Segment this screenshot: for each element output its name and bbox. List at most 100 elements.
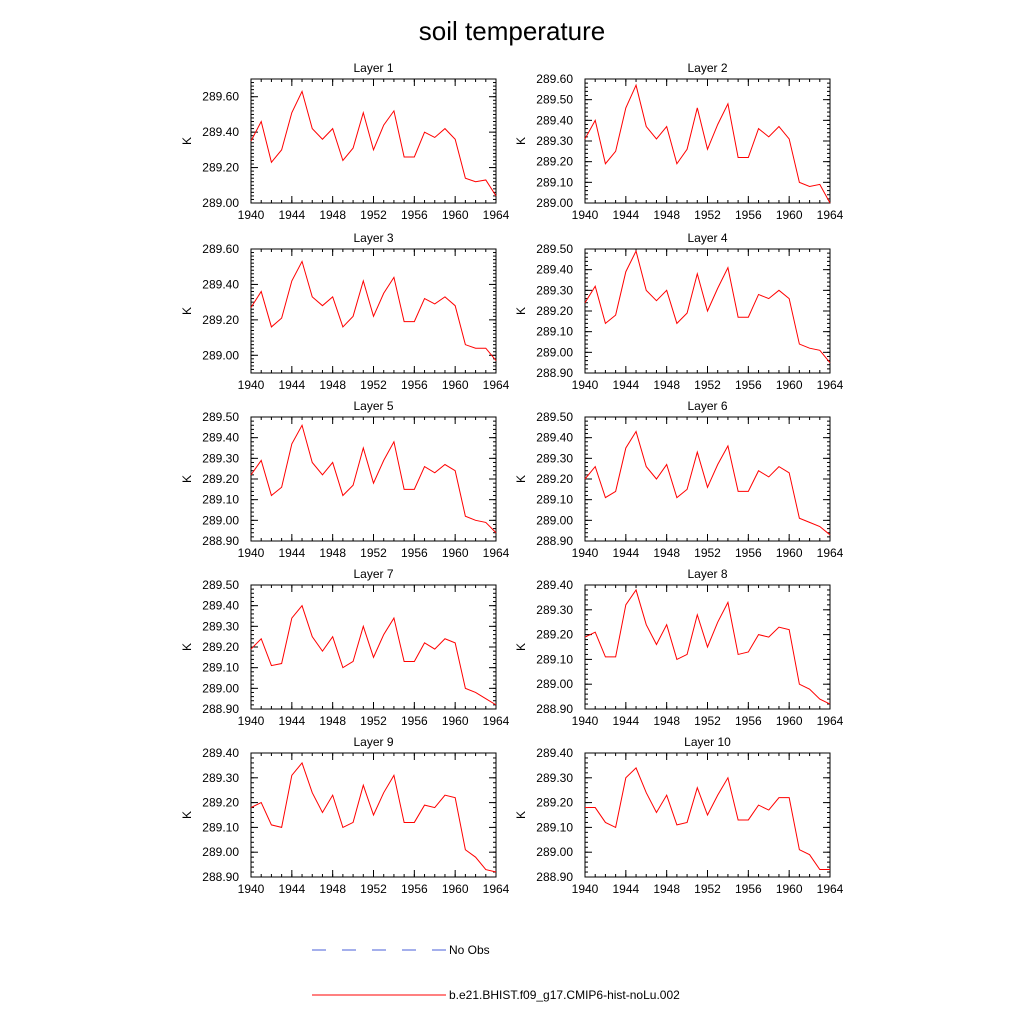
x-tick-label: 1948 [653, 882, 680, 896]
x-tick-label: 1952 [694, 714, 721, 728]
y-axis-label: K [514, 307, 528, 315]
x-tick-label: 1956 [735, 378, 762, 392]
y-tick-label: 289.50 [536, 242, 573, 256]
x-tick-label: 1956 [401, 546, 428, 560]
y-tick-label: 289.00 [202, 513, 239, 527]
y-tick-label: 289.40 [536, 113, 573, 127]
x-tick-label: 1944 [612, 882, 639, 896]
x-tick-label: 1956 [401, 208, 428, 222]
x-tick-label: 1952 [360, 714, 387, 728]
y-tick-label: 289.30 [536, 283, 573, 297]
y-axis-label: K [514, 811, 528, 819]
panel-title: Layer 2 [687, 61, 727, 75]
y-tick-label: 289.00 [202, 196, 239, 210]
y-tick-label: 289.00 [202, 681, 239, 695]
y-tick-label: 289.50 [536, 410, 573, 424]
x-tick-label: 1960 [442, 378, 469, 392]
y-tick-label: 289.10 [536, 493, 573, 507]
legend-label-no-obs: No Obs [449, 943, 490, 957]
x-tick-label: 1940 [238, 882, 265, 896]
panel-title: Layer 4 [687, 231, 727, 245]
y-axis-label: K [180, 811, 194, 819]
x-tick-label: 1964 [483, 378, 510, 392]
x-tick-label: 1952 [694, 546, 721, 560]
y-tick-label: 289.00 [202, 348, 239, 362]
x-tick-label: 1956 [401, 882, 428, 896]
y-tick-label: 289.10 [536, 325, 573, 339]
x-tick-label: 1960 [442, 714, 469, 728]
x-tick-label: 1960 [776, 208, 803, 222]
panel-layer-10: Layer 10 K 1940 1944 1948 1952 1956 1960 1964 288… [514, 735, 844, 896]
x-tick-label: 1960 [442, 546, 469, 560]
x-tick-label: 1964 [817, 378, 844, 392]
y-tick-label: 289.30 [202, 619, 239, 633]
x-tick-label: 1944 [278, 714, 305, 728]
plot-frame [584, 416, 831, 542]
y-tick-label: 289.20 [202, 640, 239, 654]
series-line [250, 260, 497, 361]
panel-layer-8: Layer 8 K 1940 1944 1948 1952 1956 1960 1964 288.… [514, 567, 844, 728]
x-tick-label: 1964 [817, 546, 844, 560]
x-tick-label: 1960 [442, 208, 469, 222]
y-tick-label: 288.90 [202, 870, 239, 884]
y-axis-label: K [514, 643, 528, 651]
x-tick-label: 1960 [776, 378, 803, 392]
panel-layer-7: Layer 7 K 1940 1944 1948 1952 1956 1960 1964 288.… [180, 567, 510, 728]
y-tick-label: 289.40 [536, 746, 573, 760]
x-tick-label: 1944 [612, 546, 639, 560]
x-tick-label: 1948 [653, 714, 680, 728]
x-tick-label: 1940 [572, 546, 599, 560]
x-tick-label: 1944 [278, 882, 305, 896]
x-tick-label: 1944 [278, 378, 305, 392]
y-tick-label: 289.40 [536, 263, 573, 277]
x-tick-label: 1952 [360, 378, 387, 392]
y-tick-label: 289.40 [202, 277, 239, 291]
x-tick-label: 1944 [612, 714, 639, 728]
x-tick-label: 1948 [653, 546, 680, 560]
legend-label-model: b.e21.BHIST.f09_g17.CMIP6-hist-noLu.002 [449, 988, 680, 1002]
y-tick-label: 289.10 [202, 661, 239, 675]
y-tick-label: 289.40 [202, 431, 239, 445]
x-tick-label: 1940 [572, 714, 599, 728]
y-tick-label: 289.20 [202, 313, 239, 327]
y-tick-label: 288.90 [202, 534, 239, 548]
panel-title: Layer 3 [353, 231, 393, 245]
y-tick-label: 289.40 [202, 746, 239, 760]
panel-title: Layer 6 [687, 399, 727, 413]
x-tick-label: 1948 [319, 208, 346, 222]
series-line [250, 89, 497, 197]
x-tick-label: 1964 [817, 714, 844, 728]
series-line [584, 83, 831, 204]
x-tick-label: 1948 [319, 546, 346, 560]
plot-frame [250, 248, 497, 374]
legend: No Obs b.e21.BHIST.f09_g17.CMIP6-hist-no… [312, 943, 680, 1002]
y-tick-label: 289.30 [202, 451, 239, 465]
y-tick-label: 289.10 [202, 493, 239, 507]
x-tick-label: 1956 [401, 714, 428, 728]
y-tick-label: 289.50 [202, 578, 239, 592]
x-tick-label: 1952 [360, 882, 387, 896]
x-tick-label: 1948 [319, 714, 346, 728]
x-tick-label: 1952 [694, 208, 721, 222]
y-tick-label: 289.30 [536, 603, 573, 617]
x-tick-label: 1960 [776, 714, 803, 728]
x-tick-label: 1964 [483, 882, 510, 896]
series-line [250, 604, 497, 706]
x-tick-label: 1964 [483, 714, 510, 728]
y-tick-label: 289.00 [536, 196, 573, 210]
x-tick-label: 1944 [612, 208, 639, 222]
panel-title: Layer 9 [353, 735, 393, 749]
x-tick-label: 1952 [694, 378, 721, 392]
x-tick-label: 1960 [776, 882, 803, 896]
y-tick-label: 289.10 [202, 820, 239, 834]
x-tick-label: 1960 [442, 882, 469, 896]
x-tick-label: 1944 [612, 378, 639, 392]
x-tick-label: 1940 [238, 714, 265, 728]
series-line [584, 249, 831, 363]
panel-title: Layer 8 [687, 567, 727, 581]
panel-layer-3: Layer 3 K 1940 1944 1948 1952 1956 1960 1964 289.… [180, 231, 510, 392]
x-tick-label: 1952 [694, 882, 721, 896]
y-tick-label: 289.20 [202, 472, 239, 486]
panel-title: Layer 10 [684, 735, 731, 749]
y-tick-label: 289.00 [536, 345, 573, 359]
